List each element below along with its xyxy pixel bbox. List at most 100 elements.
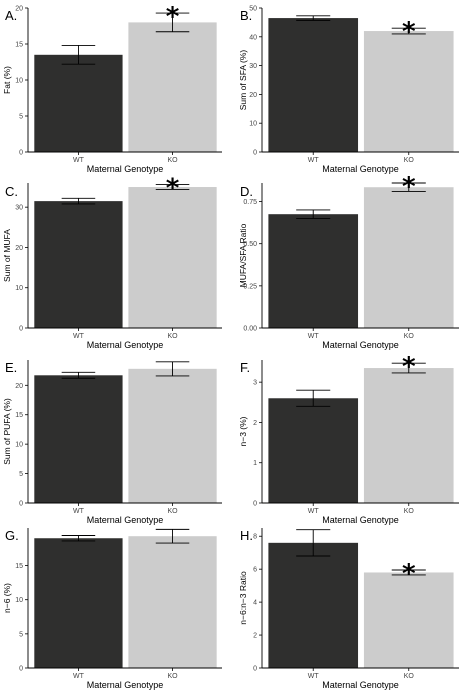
y-axis-label: n−3 (%) bbox=[238, 416, 248, 446]
panel-f: F. WT * KO 0 1 2 3 n−3 (%) Maternal Genotype bbox=[238, 352, 459, 525]
y-tick-label: 0.50 bbox=[243, 241, 257, 248]
x-tick-label: KO bbox=[167, 673, 178, 680]
x-tick-label: KO bbox=[404, 157, 415, 164]
error-bar-ko bbox=[391, 569, 426, 576]
y-tick-label: 10 bbox=[249, 121, 257, 128]
significance-star: * bbox=[402, 17, 416, 47]
panel-letter: B. bbox=[240, 8, 252, 23]
x-axis-label: Maternal Genotype bbox=[322, 164, 399, 174]
y-tick-label: 20 bbox=[249, 92, 257, 99]
error-bar-wt bbox=[296, 389, 331, 407]
bar-ko bbox=[128, 22, 217, 153]
error-bar-ko bbox=[155, 12, 190, 33]
x-tick-label: WT bbox=[308, 333, 320, 340]
y-tick-label: 0.25 bbox=[243, 283, 257, 290]
y-tick-label: 4 bbox=[253, 600, 257, 607]
bar-wt bbox=[34, 201, 123, 328]
panel-letter: F. bbox=[240, 360, 250, 375]
panel-letter: C. bbox=[5, 184, 18, 199]
y-tick-label: 10 bbox=[15, 78, 23, 85]
error-bar-ko bbox=[155, 184, 190, 190]
y-tick-label: 0 bbox=[253, 501, 257, 508]
significance-star: * bbox=[166, 2, 180, 32]
y-axis-label: n−6 (%) bbox=[2, 583, 12, 613]
error-bar-ko bbox=[391, 182, 426, 192]
bar-wt bbox=[34, 54, 123, 152]
significance-star: * bbox=[402, 172, 416, 202]
bar-wt bbox=[268, 542, 359, 668]
panel-b: B. WT * KO 0 10 20 30 40 50 Sum of SFA (%) Maternal… bbox=[238, 6, 459, 174]
panel-letter: H. bbox=[240, 528, 253, 543]
x-tick-label: WT bbox=[308, 508, 320, 515]
x-tick-label: WT bbox=[308, 157, 320, 164]
y-tick-label: 15 bbox=[15, 412, 23, 419]
panel-h: H. WT * KO 0 2 4 6 8 n−6:n−3 Ratio Maternal Genoty… bbox=[238, 528, 459, 690]
panel-g: G. WT KO 0 5 10 15 n−6 (%) Maternal Genotype bbox=[2, 528, 222, 690]
error-bar-ko bbox=[155, 528, 190, 544]
error-bar-wt bbox=[296, 15, 331, 21]
x-axis-label: Maternal Genotype bbox=[322, 680, 399, 690]
bar-wt bbox=[34, 538, 123, 668]
x-tick-label: KO bbox=[404, 673, 415, 680]
y-axis-label: Fat (%) bbox=[2, 66, 12, 94]
bar-wt bbox=[268, 214, 359, 328]
error-bar-wt bbox=[296, 209, 331, 219]
panel-e: E. WT KO 0 5 10 15 20 Sum of PUFA (%) Maternal Ge… bbox=[2, 360, 222, 525]
y-tick-label: 40 bbox=[249, 34, 257, 41]
x-tick-label: WT bbox=[73, 157, 85, 164]
y-axis-label: Sum of PUFA (%) bbox=[2, 398, 12, 465]
y-tick-label: 5 bbox=[19, 114, 23, 121]
panel-letter: D. bbox=[240, 184, 253, 199]
panel-letter: A. bbox=[5, 8, 17, 23]
y-tick-label: 0.75 bbox=[243, 199, 257, 206]
x-tick-label: WT bbox=[308, 673, 320, 680]
significance-star: * bbox=[166, 174, 180, 204]
y-tick-label: 1 bbox=[253, 460, 257, 467]
x-axis-label: Maternal Genotype bbox=[322, 340, 399, 350]
x-axis-label: Maternal Genotype bbox=[322, 515, 399, 525]
y-axis-label: n−6:n−3 Ratio bbox=[238, 571, 248, 625]
bar-ko bbox=[363, 572, 454, 668]
x-tick-label: WT bbox=[73, 673, 85, 680]
y-tick-label: 10 bbox=[15, 597, 23, 604]
x-axis-label: Maternal Genotype bbox=[87, 164, 164, 174]
y-tick-label: 3 bbox=[253, 380, 257, 387]
x-tick-label: KO bbox=[404, 508, 415, 515]
bar-ko bbox=[363, 368, 454, 503]
bar-ko bbox=[128, 187, 217, 328]
x-tick-label: KO bbox=[167, 157, 178, 164]
x-tick-label: KO bbox=[167, 333, 178, 340]
bar-wt bbox=[34, 375, 123, 503]
x-tick-label: KO bbox=[167, 508, 178, 515]
x-tick-label: WT bbox=[73, 333, 85, 340]
x-axis-label: Maternal Genotype bbox=[87, 515, 164, 525]
y-tick-label: 10 bbox=[15, 442, 23, 449]
error-bar-wt bbox=[296, 529, 331, 557]
error-bar-wt bbox=[61, 535, 96, 542]
bar-ko bbox=[128, 536, 217, 668]
x-axis-label: Maternal Genotype bbox=[87, 680, 164, 690]
y-axis-label: Sum of MUFA bbox=[2, 229, 12, 282]
bar-wt bbox=[268, 18, 359, 152]
y-tick-label: 20 bbox=[15, 245, 23, 252]
panel-a: A. WT * KO 0 5 10 15 20 Fat (%) Maternal Genotype bbox=[2, 2, 222, 174]
bar-ko bbox=[363, 31, 454, 152]
y-tick-label: 15 bbox=[15, 563, 23, 570]
error-bar-ko bbox=[391, 362, 426, 374]
panel-d: D. WT * KO 0.00 0.25 0.50 0.75 MUFA/SFA Ratio Mat… bbox=[238, 172, 459, 350]
panel-c: C. WT * KO 0 10 20 30 Sum of MUFA Maternal Genoty… bbox=[2, 174, 222, 350]
y-tick-label: 0 bbox=[253, 666, 257, 673]
y-tick-label: 50 bbox=[249, 6, 257, 13]
y-tick-label: 0.00 bbox=[243, 326, 257, 333]
y-tick-label: 10 bbox=[15, 285, 23, 292]
significance-star: * bbox=[402, 352, 416, 382]
bar-ko bbox=[363, 187, 454, 328]
y-tick-label: 5 bbox=[19, 631, 23, 638]
y-tick-label: 5 bbox=[19, 471, 23, 478]
y-tick-label: 0 bbox=[253, 150, 257, 157]
panel-letter: G. bbox=[5, 528, 19, 543]
bar-wt bbox=[268, 398, 359, 503]
y-tick-label: 30 bbox=[15, 205, 23, 212]
error-bar-wt bbox=[61, 371, 96, 379]
